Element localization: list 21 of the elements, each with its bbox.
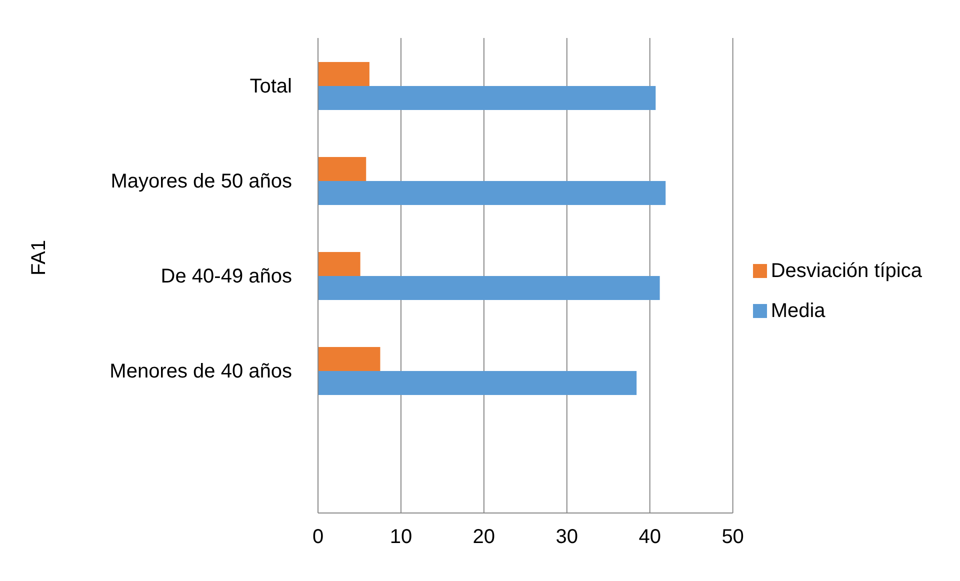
bar <box>318 371 637 395</box>
bar <box>318 347 380 371</box>
y-tick-label: Mayores de 50 años <box>110 170 292 193</box>
y-tick-label: De 40-49 años <box>160 266 292 288</box>
bar <box>318 181 666 205</box>
y-tick-label: Menores de 40 años <box>110 360 292 383</box>
x-tick-label: 10 <box>390 526 412 548</box>
x-tick-label: 30 <box>556 526 578 548</box>
bar <box>318 252 360 276</box>
bar <box>318 62 370 86</box>
x-tick-label: 50 <box>722 526 744 548</box>
x-tick-label: 20 <box>472 526 496 548</box>
bar <box>318 86 656 110</box>
bar <box>318 276 660 300</box>
y-tick-label: Total <box>250 76 292 98</box>
y-axis-title: FA1 <box>28 240 50 276</box>
x-tick-label: 40 <box>638 526 661 548</box>
x-tick-label: 0 <box>312 526 324 548</box>
legend-label: Media <box>770 300 826 322</box>
bar <box>318 157 366 181</box>
legend-label: Desviación típica <box>770 260 922 282</box>
